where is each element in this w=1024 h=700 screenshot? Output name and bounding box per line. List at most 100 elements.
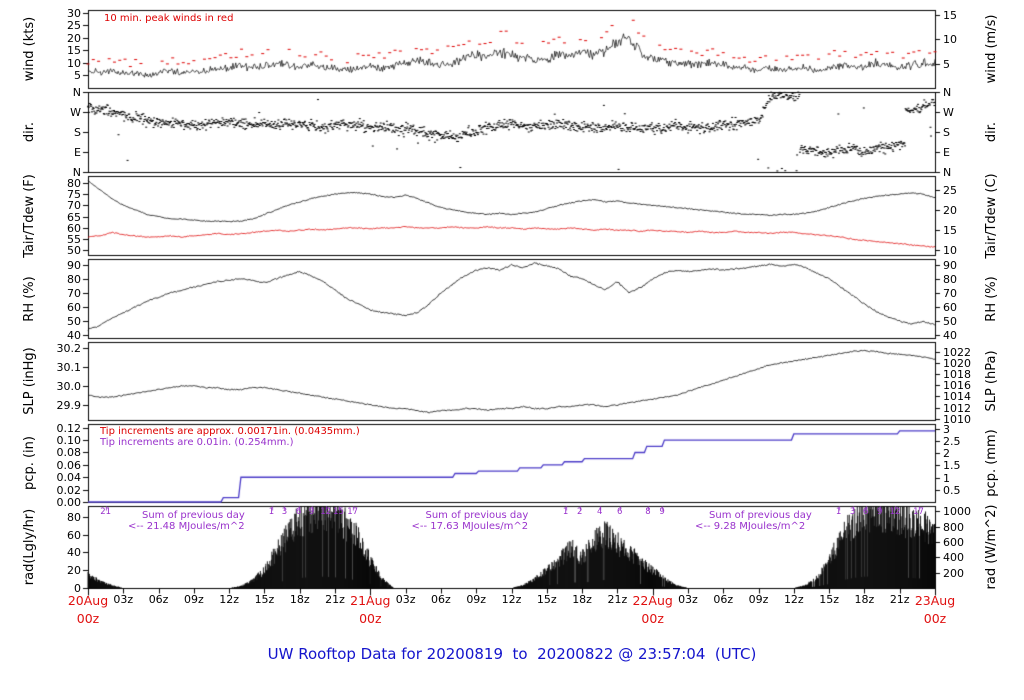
y-tick-left-rh: 90 [67,258,81,272]
y-tick-right-wind: 10 [943,33,957,47]
x-tick-day-hour: 00z [76,611,100,626]
y-tick-left-pcp: 0.08 [56,446,82,460]
y-tick-right-dir: S [943,126,950,139]
rad-mj-mark: 3 [281,507,288,517]
pcp-tip-note: Tip increments are 0.01in. (0.254mm.) [100,437,294,448]
y-tick-right-pcp: 0.5 [943,483,961,497]
axis-title-right-pcp: pcp. (mm) [984,429,1000,497]
y-tick-right-slp: 1016 [943,379,971,393]
y-tick-left-pcp: 0.00 [56,496,82,509]
x-tick-hour: 18z [572,593,592,606]
x-tick-hour: 12z [783,593,804,606]
y-tick-left-rad: 80 [67,510,81,524]
x-tick-day: 21Aug [350,593,391,608]
x-tick-hour: 21z [325,593,345,606]
x-tick-day: 22Aug [632,593,673,608]
y-tick-left-slp: 30.1 [56,360,82,374]
y-tick-right-temp: 20 [943,203,957,217]
y-tick-right-pcp: 3 [943,422,950,436]
y-tick-right-rad: 600 [943,536,964,549]
rad-mj-mark: 1 [562,507,569,517]
y-tick-right-pcp: 2.5 [943,435,961,449]
y-tick-left-temp: 75 [67,188,81,202]
y-tick-left-dir: E [74,146,81,159]
y-tick-right-rh: 80 [943,272,957,286]
y-tick-left-dir: N [72,86,81,99]
x-tick-hour: 18z [289,593,310,606]
x-tick-hour: 09z [466,593,487,606]
rad-mj-mark: 9 [308,507,315,517]
rad-mj-mark: 6 [295,507,302,517]
y-tick-left-pcp: 0.06 [56,458,82,472]
y-tick-right-rad: 800 [943,520,964,534]
y-tick-left-slp: 30.2 [56,341,82,355]
y-tick-left-rh: 60 [67,300,81,314]
y-tick-right-dir: E [943,146,950,159]
y-tick-right-dir: N [943,86,952,99]
axis-title-right-slp: SLP (hPa) [984,350,1000,412]
x-tick-hour: 06z [431,593,451,606]
rad-mj-mark: 21 [100,507,112,517]
y-tick-right-slp: 1014 [943,390,971,404]
y-tick-left-temp: 65 [67,210,81,224]
axis-title-left-pcp: pcp. (in) [22,436,38,490]
axis-title-left-rh: RH (%) [22,275,38,322]
y-tick-left-temp: 60 [67,221,81,235]
rad-sum-note-line1: Sum of previous day [425,510,529,521]
rad-mj-mark: 3 [849,507,856,517]
y-tick-left-wind: 5 [74,69,81,83]
x-tick-hour: 06z [713,593,734,606]
x-tick-hour: 09z [183,593,204,606]
x-tick-day: 23Aug [914,593,956,608]
pcp-tip-note-approx: Tip increments are approx. 0.00171in. (0… [100,426,360,437]
y-tick-left-rh: 80 [67,272,81,286]
axis-title-left-rad: rad(Lgly/hr) [22,508,38,586]
y-tick-left-slp: 29.9 [56,398,82,412]
rad-mj-mark: 9 [876,507,883,517]
y-tick-right-slp: 1020 [943,356,971,370]
y-tick-left-rad: 40 [67,546,81,560]
y-tick-left-temp: 55 [67,233,81,247]
x-tick-hour: 21z [889,593,910,606]
y-tick-left-wind: 20 [67,31,81,45]
y-tick-right-slp: 1012 [943,401,971,415]
rad-mj-mark: 9 [659,507,665,517]
y-tick-right-dir: W [943,106,954,119]
y-tick-left-dir: S [74,126,81,139]
y-tick-left-dir: N [72,166,81,179]
y-tick-left-wind: 10 [67,56,81,70]
x-tick-hour: 12z [501,593,522,606]
y-tick-right-wind: 5 [943,57,950,71]
y-tick-left-dir: W [70,106,81,119]
axis-title-right-temp: Tair/Tdew (C) [984,172,1000,259]
y-tick-left-temp: 80 [67,176,81,190]
rad-mj-mark: 1 [268,507,275,517]
axis-title-left-slp: SLP (inHg) [22,347,38,415]
axis-title-left-dir: dir. [22,121,38,143]
x-tick-day-hour: 00z [923,611,947,626]
rad-mj-mark: 17 [347,507,359,517]
y-tick-left-rad: 60 [67,528,81,542]
rad-mj-mark: 12 [889,507,901,517]
y-tick-left-rh: 50 [67,315,81,329]
y-tick-left-rad: 20 [67,564,81,578]
axis-title-left-temp: Tair/Tdew (F) [22,173,38,258]
rad-sum-note-line1: Sum of previous day [709,510,812,521]
y-tick-right-rad: 200 [943,566,964,580]
x-tick-hour: 03z [113,593,134,606]
wind-peak-note: 10 min. peak winds in red [104,13,234,24]
y-tick-right-rh: 90 [943,258,957,272]
y-tick-left-wind: 30 [67,6,81,20]
y-tick-left-slp: 30.0 [56,379,82,393]
x-tick-hour: 06z [148,593,169,606]
x-tick-hour: 18z [854,593,875,606]
x-tick-hour: 03z [395,593,416,606]
rad-sum-note-line2: <-- 21.48 MJoules/m^2 [127,521,245,532]
y-tick-right-pcp: 1 [943,471,950,485]
y-tick-left-pcp: 0.10 [56,434,82,448]
rad-sum-note-line2: <-- 17.63 MJoules/m^2 [411,521,529,532]
rad-mj-mark: 1 [835,507,842,517]
y-tick-left-temp: 50 [67,244,81,258]
axis-title-right-wind: wind (m/s) [984,14,1000,84]
